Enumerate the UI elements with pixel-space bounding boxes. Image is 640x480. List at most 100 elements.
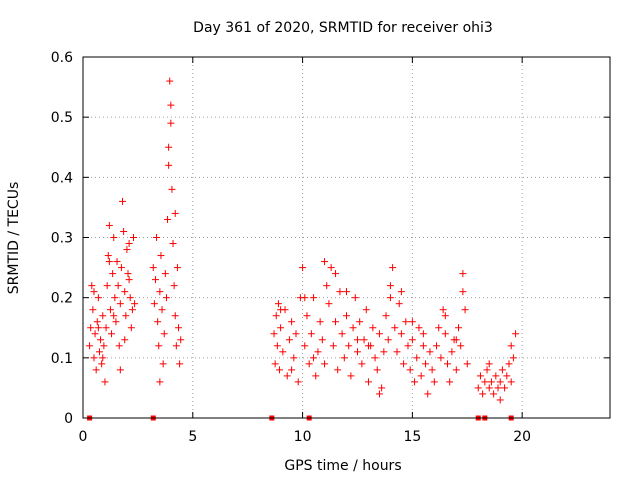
data-point	[349, 324, 357, 332]
data-point	[162, 294, 170, 302]
data-point	[459, 270, 467, 278]
data-point	[371, 354, 379, 362]
data-point	[334, 366, 342, 374]
data-point	[310, 354, 318, 362]
data-point	[167, 119, 175, 127]
data-point	[277, 324, 285, 332]
data-point	[402, 318, 410, 326]
data-point	[417, 372, 425, 380]
data-point	[98, 360, 106, 368]
data-point	[103, 282, 111, 290]
data-point	[336, 288, 344, 296]
y-tick-label: 0.3	[51, 231, 73, 247]
data-point	[494, 384, 502, 392]
y-tick-label: 0.4	[51, 170, 73, 186]
data-point	[454, 324, 462, 332]
data-point	[131, 300, 139, 308]
data-point	[114, 282, 122, 290]
data-point	[301, 294, 309, 302]
data-point	[88, 282, 96, 290]
data-point	[461, 306, 469, 314]
data-point	[347, 372, 355, 380]
y-axis-label: SRMTID / TECUs	[6, 182, 22, 295]
data-point	[386, 294, 394, 302]
data-point	[433, 342, 441, 350]
data-point	[321, 360, 329, 368]
data-point	[112, 318, 120, 326]
data-point	[485, 360, 493, 368]
data-point	[94, 294, 102, 302]
data-point	[273, 342, 281, 350]
data-point	[177, 336, 185, 344]
y-tick-labels: 0 0.1 0.2 0.3 0.4 0.5 0.6	[51, 50, 73, 427]
data-point	[125, 276, 133, 284]
data-point	[105, 258, 113, 266]
data-point	[102, 324, 110, 332]
x-tick-label: 20	[513, 429, 531, 445]
data-point	[369, 324, 377, 332]
data-point	[167, 101, 175, 109]
data-point	[380, 348, 388, 356]
data-point	[161, 270, 169, 278]
data-point	[364, 378, 372, 386]
chart-title: Day 361 of 2020, SRMTID for receiver ohi…	[193, 20, 493, 36]
data-point	[166, 77, 174, 85]
data-point	[389, 264, 397, 272]
data-point	[364, 342, 372, 350]
data-point	[487, 378, 495, 386]
data-point	[277, 306, 285, 314]
data-point	[153, 234, 161, 241]
data-point	[496, 396, 504, 404]
data-point	[397, 330, 405, 338]
data-point	[373, 366, 381, 374]
data-point	[305, 360, 313, 368]
data-point	[171, 209, 179, 217]
data-point	[158, 306, 166, 314]
data-point	[276, 366, 284, 374]
data-point	[165, 143, 173, 151]
data-point	[507, 342, 515, 350]
data-point	[175, 324, 183, 332]
data-point	[507, 378, 515, 386]
data-point	[386, 282, 394, 290]
data-point	[104, 252, 112, 260]
x-tick-label: 5	[188, 429, 197, 445]
data-point	[411, 378, 419, 386]
x-tick-label: 15	[403, 429, 421, 445]
data-point	[121, 288, 129, 296]
data-point	[340, 354, 348, 362]
data-point	[121, 336, 129, 344]
data-point	[358, 360, 366, 368]
data-point	[119, 197, 127, 205]
data-point	[476, 372, 484, 380]
data-point	[288, 318, 296, 326]
y-tick-label: 0.6	[51, 50, 73, 66]
data-point	[92, 366, 100, 374]
x-axis-label: GPS time / hours	[284, 458, 401, 474]
data-point	[353, 336, 361, 344]
data-point	[479, 390, 487, 398]
data-point	[270, 330, 278, 338]
data-point	[173, 264, 181, 272]
data-point	[384, 336, 392, 344]
data-point	[128, 306, 136, 314]
data-point	[321, 258, 329, 266]
data-point	[422, 360, 430, 368]
data-point	[127, 324, 135, 332]
data-point	[111, 294, 119, 302]
data-point	[115, 342, 123, 350]
data-point	[165, 161, 173, 169]
data-point	[149, 264, 157, 272]
data-point	[485, 384, 493, 392]
data-point	[512, 330, 520, 338]
data-point	[272, 312, 280, 320]
data-point	[159, 360, 167, 368]
data-point	[452, 336, 460, 344]
data-point	[91, 330, 99, 338]
data-point	[274, 300, 282, 308]
data-point	[170, 282, 178, 290]
data-point	[415, 324, 423, 332]
data-point	[95, 348, 103, 356]
data-point	[90, 354, 98, 362]
